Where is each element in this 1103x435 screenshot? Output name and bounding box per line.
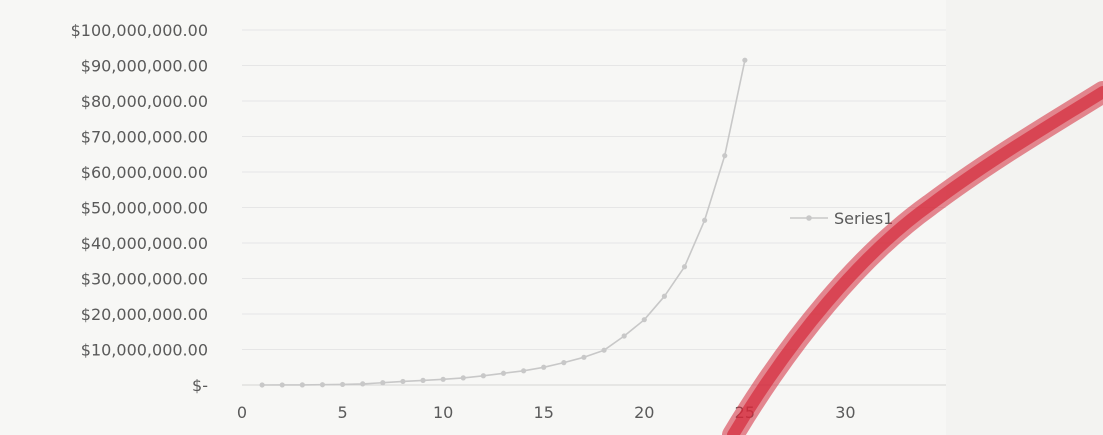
y-tick-label: $70,000,000.00 [81,128,208,147]
data-point [541,364,547,370]
x-tick-label: 20 [634,403,654,422]
data-point [722,153,728,159]
y-tick-label: $50,000,000.00 [81,199,208,218]
data-point [360,381,366,387]
data-point [299,382,305,388]
y-tick-label: $90,000,000.00 [81,57,208,76]
x-tick-label: 5 [337,403,347,422]
data-point [480,373,486,379]
data-point [561,360,567,366]
y-tick-label: $- [192,376,208,395]
red-marker-stroke-core [727,86,1103,435]
x-tick-label: 15 [534,403,554,422]
y-tick-label: $20,000,000.00 [81,305,208,324]
legend: Series1 [790,209,893,228]
page-edge-shade [946,0,1103,435]
series-layer [259,57,748,388]
legend-label: Series1 [834,209,893,228]
data-point [681,264,688,270]
legend-marker [806,215,812,221]
y-tick-label: $30,000,000.00 [81,270,208,289]
data-point [521,368,527,374]
gridlines [242,29,946,350]
data-point [339,381,346,388]
data-point [581,354,587,360]
data-point [661,293,668,299]
x-tick-label: 0 [237,403,247,422]
data-point [460,375,466,381]
data-point [279,382,285,388]
data-point [641,317,647,323]
y-tick-label: $100,000,000.00 [71,21,208,40]
y-tick-label: $10,000,000.00 [81,341,208,360]
y-tick-label: $60,000,000.00 [81,163,208,182]
data-point [380,380,386,386]
data-point [702,217,708,223]
data-point [319,382,326,388]
y-tick-label: $40,000,000.00 [81,234,208,253]
data-point [621,333,627,339]
data-point [500,370,507,376]
annotation-layer [722,81,1103,435]
data-point [742,57,748,63]
data-point [420,377,426,383]
y-tick-label: $80,000,000.00 [81,92,208,111]
data-point [400,378,406,385]
x-tick-label: 30 [835,403,855,422]
data-point [601,347,607,353]
data-point [259,382,265,388]
data-point [440,376,446,382]
x-tick-label: 10 [433,403,453,422]
